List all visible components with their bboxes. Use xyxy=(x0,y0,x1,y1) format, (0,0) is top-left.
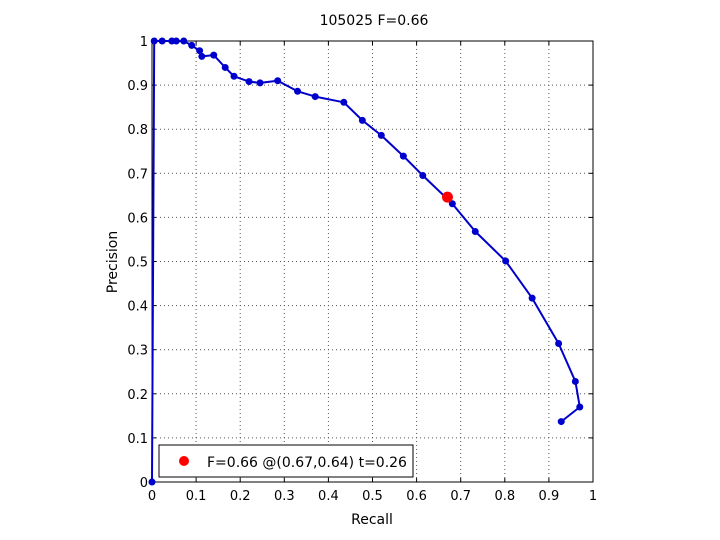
x-tick-label: 0.1 xyxy=(186,489,207,504)
best-f-point xyxy=(441,191,453,203)
data-point xyxy=(311,93,319,101)
legend: F=0.66 @(0.67,0.64) t=0.26 xyxy=(158,444,414,478)
data-point xyxy=(576,403,584,411)
highlight-layer xyxy=(441,191,453,203)
x-tick-label: 0.7 xyxy=(450,489,471,504)
y-tick-label: 0.1 xyxy=(127,432,148,447)
x-tick-label: 0.4 xyxy=(318,489,339,504)
data-point xyxy=(528,294,536,302)
data-point xyxy=(180,37,188,45)
data-point xyxy=(148,478,156,486)
data-point xyxy=(196,47,204,55)
data-point xyxy=(340,98,348,106)
x-tick-label: 0.2 xyxy=(230,489,251,504)
data-point xyxy=(198,52,206,60)
legend-box xyxy=(158,444,414,478)
x-tick-label: 0.9 xyxy=(539,489,560,504)
y-tick-label: 0.9 xyxy=(127,79,148,94)
y-tick-label: 0.7 xyxy=(127,167,148,182)
data-point xyxy=(377,131,385,139)
y-tick-label: 0.8 xyxy=(127,123,148,138)
x-tick-label: 0 xyxy=(148,489,156,504)
tick-labels: 0 0.1 0.2 0.3 0.4 0.5 0.6 0.7 0.8 0.9 1 0 0.1 0.2 0.3 0… xyxy=(127,35,597,504)
data-point xyxy=(245,78,253,86)
y-tick-label: 0.5 xyxy=(127,256,148,271)
data-point xyxy=(256,79,264,87)
data-point xyxy=(210,51,218,59)
x-axis-title: Recall xyxy=(351,512,393,528)
data-point xyxy=(448,200,456,208)
plot-frame xyxy=(151,40,594,483)
data-point xyxy=(557,418,565,426)
data-point xyxy=(502,257,510,265)
x-tick-label: 1 xyxy=(589,489,597,504)
y-tick-label: 0.6 xyxy=(127,211,148,226)
chart-title: 105025 F=0.66 xyxy=(320,13,429,29)
data-point xyxy=(221,63,229,71)
data-point xyxy=(358,116,366,124)
data-point xyxy=(230,72,238,80)
data-point xyxy=(555,340,563,348)
x-tick-label: 0.5 xyxy=(362,489,383,504)
y-tick-label: 0.4 xyxy=(127,300,148,315)
legend-marker xyxy=(179,456,189,466)
data-point xyxy=(158,37,166,45)
x-tick-label: 0.6 xyxy=(406,489,427,504)
y-tick-label: 1 xyxy=(140,35,148,50)
x-tick-label: 0.3 xyxy=(274,489,295,504)
data-point xyxy=(150,37,158,45)
y-tick-label: 0.2 xyxy=(127,388,148,403)
data-point xyxy=(571,377,579,385)
y-tick-label: 0 xyxy=(140,476,148,491)
y-tick-label: 0.3 xyxy=(127,344,148,359)
x-tick-label: 0.8 xyxy=(494,489,515,504)
legend-label: F=0.66 @(0.67,0.64) t=0.26 xyxy=(207,455,407,471)
data-point xyxy=(399,152,407,160)
data-point xyxy=(274,77,282,85)
series-markers xyxy=(148,37,584,486)
data-point xyxy=(294,87,302,95)
y-axis-title: Precision xyxy=(105,231,121,293)
data-point xyxy=(419,172,427,180)
data-point xyxy=(188,41,196,49)
data-point xyxy=(168,37,176,45)
data-point xyxy=(471,228,479,236)
